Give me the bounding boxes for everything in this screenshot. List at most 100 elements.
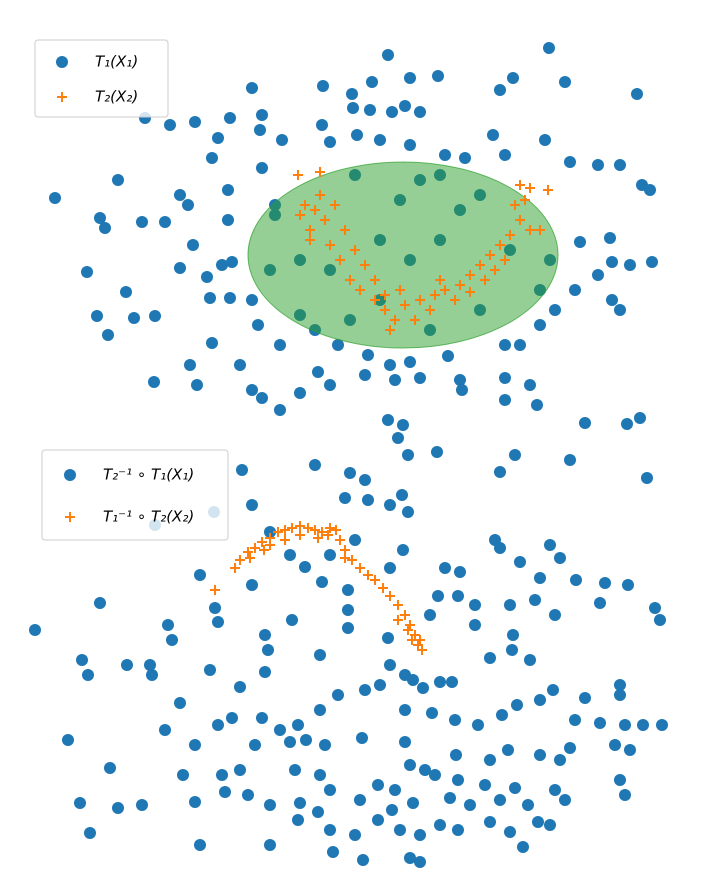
point: [386, 106, 398, 118]
point: [344, 467, 356, 479]
point: [287, 523, 297, 533]
point: [164, 119, 176, 131]
point: [442, 350, 454, 362]
point: [614, 774, 626, 786]
point: [554, 552, 566, 564]
point: [397, 544, 409, 556]
point: [330, 200, 340, 210]
point: [394, 824, 406, 836]
point: [324, 136, 336, 148]
point: [384, 359, 396, 371]
point: [480, 275, 490, 285]
point: [112, 174, 124, 186]
point: [431, 446, 443, 458]
point: [479, 779, 491, 791]
legend-label: T₂(X₂): [95, 88, 138, 106]
legend-label: T₁⁻¹ ∘ T₂(X₂): [103, 508, 194, 526]
legend-marker: [56, 56, 68, 68]
point: [456, 384, 468, 396]
point: [347, 555, 357, 565]
point: [349, 534, 361, 546]
point: [313, 533, 323, 543]
point: [362, 494, 374, 506]
point: [524, 654, 536, 666]
point: [404, 759, 416, 771]
point: [264, 799, 276, 811]
point: [564, 156, 576, 168]
legend: T₁(X₁) T₂(X₂): [34, 39, 169, 118]
legend-marker: [65, 512, 75, 522]
point: [249, 739, 261, 751]
point: [547, 684, 559, 696]
point: [390, 315, 400, 325]
point: [230, 563, 240, 573]
point: [216, 259, 228, 271]
point: [354, 794, 366, 806]
point: [309, 459, 321, 471]
point: [295, 530, 305, 540]
point: [386, 804, 398, 816]
point: [434, 676, 446, 688]
point: [340, 553, 350, 563]
point: [534, 749, 546, 761]
point: [189, 796, 201, 808]
point: [380, 305, 390, 315]
point: [292, 719, 304, 731]
point: [414, 856, 426, 868]
legend-marker: [57, 92, 67, 102]
point: [209, 602, 221, 614]
legend-label: T₁(X₁): [95, 53, 138, 71]
panel: [29, 414, 668, 868]
point: [259, 666, 271, 678]
point: [522, 799, 534, 811]
point: [184, 359, 196, 371]
point: [606, 256, 618, 268]
point: [579, 417, 591, 429]
point: [426, 707, 438, 719]
point: [509, 782, 521, 794]
point: [256, 712, 268, 724]
point: [534, 694, 546, 706]
point: [355, 285, 365, 295]
point: [510, 200, 520, 210]
point: [399, 736, 411, 748]
point: [606, 294, 618, 306]
point: [120, 286, 132, 298]
point: [194, 569, 206, 581]
point: [242, 789, 254, 801]
point: [362, 349, 374, 361]
point: [325, 240, 335, 250]
point: [455, 280, 465, 290]
point: [366, 76, 378, 88]
point: [335, 255, 345, 265]
point: [419, 764, 431, 776]
point: [415, 635, 425, 645]
point: [94, 597, 106, 609]
point: [372, 814, 384, 826]
point: [385, 591, 395, 601]
point: [380, 290, 390, 300]
point: [177, 769, 189, 781]
point: [414, 372, 426, 384]
point: [549, 609, 561, 621]
point: [259, 629, 271, 641]
point: [564, 454, 576, 466]
point: [146, 669, 158, 681]
point: [531, 399, 543, 411]
point: [425, 305, 435, 315]
point: [359, 474, 371, 486]
point: [250, 543, 260, 553]
point: [502, 744, 514, 756]
point: [246, 294, 258, 306]
point: [312, 366, 324, 378]
point: [339, 492, 351, 504]
point: [264, 526, 276, 538]
point: [465, 287, 475, 297]
point: [174, 697, 186, 709]
point: [235, 555, 245, 565]
point: [234, 681, 246, 693]
point: [517, 841, 529, 853]
point: [405, 620, 415, 630]
